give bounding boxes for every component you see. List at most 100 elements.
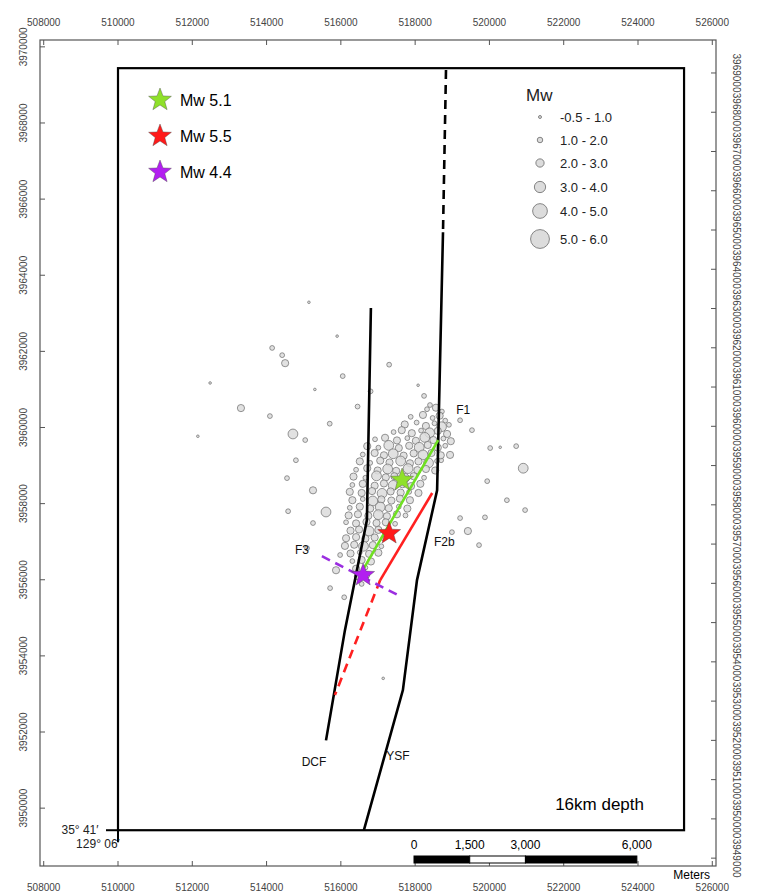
earthquake [377, 457, 384, 464]
legend-label: Mw 5.1 [180, 92, 232, 109]
x-tick-label-bottom: 510000 [101, 882, 135, 893]
size-legend-label: 3.0 - 4.0 [560, 180, 608, 195]
earthquake [355, 404, 360, 409]
x-tick-bottom [266, 861, 267, 866]
earthquake [332, 567, 339, 574]
size-legend-label: 2.0 - 3.0 [560, 156, 608, 171]
earthquake [385, 505, 392, 512]
y-tick [40, 351, 45, 352]
y2-tick [711, 347, 716, 348]
x-tick-top [266, 40, 267, 45]
y2-tick-label: 3957000 [731, 525, 742, 564]
earthquake [314, 388, 317, 391]
x-tick-top [712, 40, 713, 45]
earthquake [425, 407, 430, 412]
y2-tick-label: 3958000 [731, 485, 742, 524]
y2-tick [711, 701, 716, 702]
earthquake [347, 505, 352, 510]
earthquake [360, 452, 365, 457]
y-tick-label: 3966000 [18, 179, 29, 218]
earthquake [393, 437, 400, 444]
x-tick-label-top: 524000 [621, 17, 655, 28]
earthquake [294, 458, 299, 463]
earthquake [396, 456, 406, 466]
earthquake [504, 498, 509, 503]
earthquake [371, 449, 378, 456]
y2-tick [711, 661, 716, 662]
x-tick-top [638, 40, 639, 45]
y2-tick-label: 3967000 [731, 132, 742, 171]
earthquake [447, 422, 452, 427]
earthquake [405, 436, 410, 441]
y2-tick [711, 740, 716, 741]
earthquake [372, 471, 382, 481]
earthquake [360, 497, 365, 502]
earthquake [350, 473, 357, 480]
earthquake [280, 353, 285, 358]
earthquake [376, 445, 381, 450]
scale-bar-segment [525, 856, 636, 863]
scale-bar-segment [470, 856, 526, 863]
y-tick-label: 3956000 [18, 560, 29, 599]
map-frame [118, 68, 684, 830]
earthquake [354, 467, 359, 472]
earthquake [523, 508, 528, 513]
earthquake [354, 511, 361, 518]
fault-label: YSF [386, 749, 409, 763]
y2-tick [711, 583, 716, 584]
fault-label: F1 [456, 403, 470, 417]
size-legend-label: 4.0 - 5.0 [560, 204, 608, 219]
y2-tick-label: 3951000 [731, 760, 742, 799]
earthquake [393, 521, 398, 526]
earthquake [447, 438, 454, 445]
y-tick-label: 3960000 [18, 408, 29, 447]
earthquake [270, 346, 275, 351]
earthquake [303, 438, 308, 443]
earthquake [288, 429, 298, 439]
frame-corner-tick [106, 829, 118, 831]
earthquake [268, 414, 273, 419]
earthquake [422, 475, 427, 480]
y2-tick-label: 3968000 [731, 93, 742, 132]
earthquake [311, 521, 316, 526]
earthquake [359, 480, 366, 487]
x-tick-label-bottom: 524000 [621, 882, 655, 893]
x-tick-label-bottom: 512000 [176, 882, 210, 893]
mainshock-star [352, 563, 375, 585]
y2-tick-label: 3953000 [731, 682, 742, 721]
x-tick-label-top: 510000 [101, 17, 135, 28]
scale-bar-label: 1,500 [455, 838, 485, 852]
earthquake [379, 544, 384, 549]
scale-bar-label: 6,000 [622, 838, 652, 852]
map-figure: 5080005080005100005100005120005120005140… [0, 0, 762, 895]
y2-tick [711, 151, 716, 152]
y-tick [40, 503, 45, 504]
fault-line [322, 556, 400, 596]
earthquake [197, 435, 200, 438]
x-tick-top [489, 40, 490, 45]
earthquake [347, 550, 354, 557]
x-tick-bottom [712, 861, 713, 866]
x-tick-label-bottom: 516000 [324, 882, 358, 893]
x-tick-label-bottom: 522000 [547, 882, 581, 893]
earthquake [380, 480, 387, 487]
earthquake [368, 487, 375, 494]
earthquake [428, 403, 433, 408]
y-tick [40, 579, 45, 580]
legend-star [149, 160, 172, 182]
y-tick-label: 3968000 [18, 103, 29, 142]
y2-tick [711, 72, 716, 73]
earthquake [483, 515, 488, 520]
x-tick-top [118, 40, 119, 45]
earthquake [432, 421, 437, 426]
earthquake [458, 418, 463, 423]
x-tick-label-bottom: 518000 [398, 882, 432, 893]
earthquake [342, 595, 347, 600]
y-tick [40, 46, 45, 47]
x-tick-top [43, 40, 44, 45]
earthquake [351, 541, 358, 548]
y-tick [40, 199, 45, 200]
fault-line [361, 440, 438, 573]
y2-tick-label: 3956000 [731, 564, 742, 603]
earthquake [450, 530, 455, 535]
